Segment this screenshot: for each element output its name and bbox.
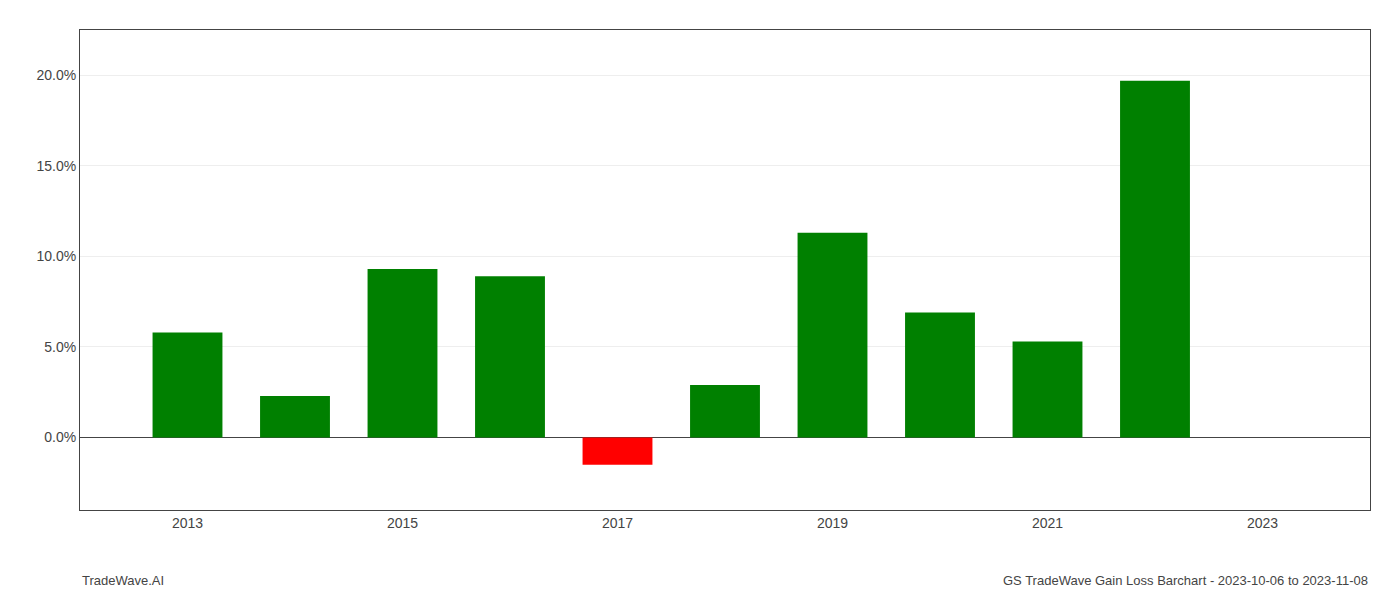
svg-text:2015: 2015 <box>387 515 418 531</box>
svg-text:15.0%: 15.0% <box>36 158 76 174</box>
svg-text:TradeWave.AI: TradeWave.AI <box>82 573 164 588</box>
svg-text:2013: 2013 <box>172 515 203 531</box>
svg-text:2019: 2019 <box>817 515 848 531</box>
svg-text:GS TradeWave Gain Loss Barchar: GS TradeWave Gain Loss Barchart - 2023-1… <box>1003 573 1368 588</box>
svg-text:10.0%: 10.0% <box>36 248 76 264</box>
svg-text:2023: 2023 <box>1247 515 1278 531</box>
svg-text:2017: 2017 <box>602 515 633 531</box>
svg-text:2021: 2021 <box>1032 515 1063 531</box>
svg-text:20.0%: 20.0% <box>36 67 76 83</box>
svg-text:0.0%: 0.0% <box>44 429 76 445</box>
svg-text:5.0%: 5.0% <box>44 339 76 355</box>
